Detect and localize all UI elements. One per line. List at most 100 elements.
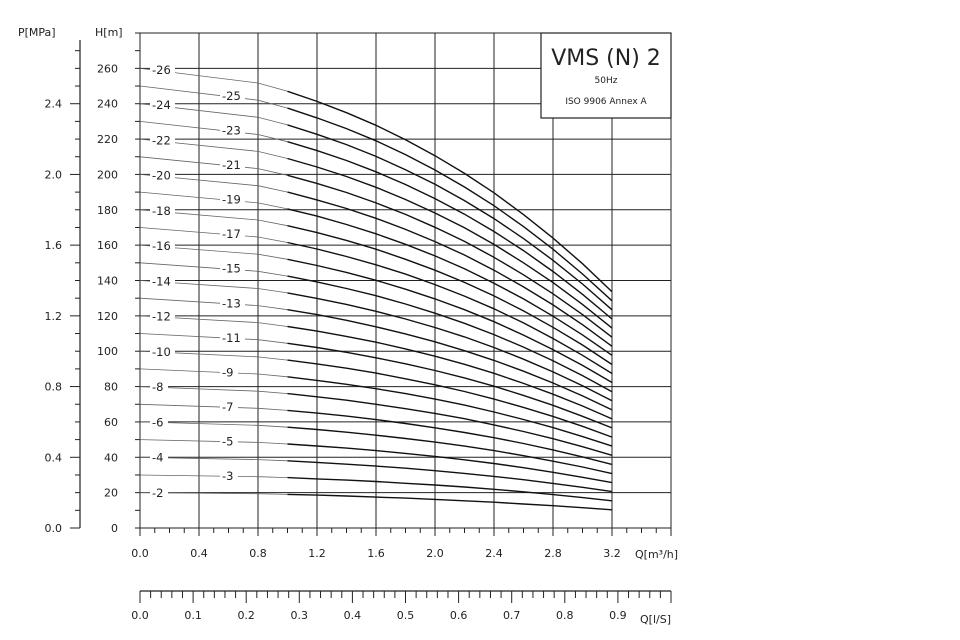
q-ls-tick-label: 0.6 (450, 609, 468, 622)
h-tick-label: 240 (97, 98, 118, 111)
curve-leader (139, 315, 288, 327)
q-ls-tick-label: 0.3 (291, 609, 309, 622)
stage-label: -15 (222, 262, 241, 276)
q-ls-tick-label: 0.4 (344, 609, 362, 622)
h-tick-label: 260 (97, 62, 118, 75)
stage-label: -13 (222, 296, 241, 310)
stage-label: -17 (222, 227, 241, 241)
h-tick-label: 20 (104, 487, 118, 500)
h-tick-label: 0 (111, 522, 118, 535)
curve-series (287, 309, 613, 411)
left-axes: 0 20 40 60 80 100 120 140 160 180 200 220 240 260 0.0 0… (45, 32, 140, 535)
curve-leader (139, 68, 288, 92)
curve-series (287, 376, 613, 447)
curve-series (287, 157, 613, 329)
curve-leader (139, 386, 288, 394)
curve-leader (139, 474, 288, 478)
p-tick-label: 2.4 (45, 98, 63, 111)
stage-label-bg (220, 192, 245, 207)
h-tick-label: 140 (97, 275, 118, 288)
stage-label: -16 (152, 239, 171, 253)
stage-label-bg (150, 203, 175, 218)
curve-series (287, 124, 613, 311)
stage-label: -21 (222, 158, 241, 172)
curve-series (287, 241, 613, 375)
curves (139, 68, 613, 511)
curve-series (287, 443, 613, 484)
p-tick-label: 2.0 (45, 168, 63, 181)
q-m3h-tick-label: 0.4 (190, 547, 208, 560)
stage-label-bg (220, 261, 245, 276)
p-tick-label: 1.2 (45, 310, 63, 323)
curve-leader (139, 85, 288, 109)
stage-label-bg (150, 168, 175, 183)
curve-leader (139, 280, 288, 294)
q-ls-tick-label: 0.7 (503, 609, 521, 622)
curve-series (287, 460, 613, 493)
bottom-axes: 0.0 0.4 0.8 1.2 1.6 2.0 2.4 2.8 3.2 0.0 0.1 0.2 0.3 0… (131, 528, 672, 622)
stage-label: -26 (152, 63, 171, 77)
stage-label-bg (150, 133, 175, 148)
curve-leader (139, 244, 288, 260)
stage-label: -22 (152, 133, 171, 147)
stage-label: -7 (222, 400, 233, 414)
p-tick-label: 0.8 (45, 381, 63, 394)
stage-label-bg (220, 330, 245, 345)
curve-series (287, 426, 613, 475)
chart-subtitle: 50Hz (595, 76, 618, 86)
h-tick-label: 120 (97, 310, 118, 323)
q-m3h-tick-label: 0.8 (249, 547, 267, 560)
stage-labels: -2 -3 -4 -5 -6 -7 -8 -9 -10 -11 -12 -13 -14 -15 -16 -17… (150, 62, 245, 500)
stage-label: -5 (222, 435, 233, 449)
curve-series (287, 359, 613, 438)
curve-leader (139, 103, 288, 126)
stage-label: -10 (152, 345, 171, 359)
p-tick-label: 1.6 (45, 239, 63, 252)
stage-label-bg (220, 227, 245, 242)
stage-label: -14 (152, 274, 171, 288)
curve-leader (139, 492, 288, 495)
h-tick-label: 40 (104, 451, 118, 464)
curve-leader (139, 174, 288, 193)
curve-leader (139, 421, 288, 428)
title-box-frame (540, 32, 672, 119)
h-tick-label: 60 (104, 416, 118, 429)
stage-label-bg (220, 123, 245, 138)
chart-title: VMS (N) 2 (551, 46, 661, 71)
q-ls-tick-label: 0.2 (237, 609, 255, 622)
stage-label-bg (220, 88, 245, 103)
stage-label: -12 (152, 310, 171, 324)
curve-leader (139, 156, 288, 176)
q-ls-tick-label: 0.1 (184, 609, 202, 622)
q-m3h-tick-label: 2.4 (485, 547, 503, 560)
title-box: VMS (N) 2 50Hz ISO 9906 Annex A (540, 32, 672, 119)
stage-label-bg (220, 469, 238, 484)
curve-leader (139, 333, 288, 344)
stage-label-bg (150, 485, 168, 500)
curve-series (287, 342, 613, 429)
q-m3h-axis-title: Q[m³/h] (635, 548, 678, 561)
stage-label-bg (150, 98, 175, 113)
q-m3h-tick-label: 2.0 (426, 547, 444, 560)
h-tick-label: 100 (97, 345, 118, 358)
q-ls-axis-title: Q[l/S] (640, 613, 671, 626)
curve-series (287, 292, 613, 402)
curve-series (287, 174, 613, 338)
curve-series (287, 409, 613, 466)
curve-leader (139, 439, 288, 445)
h-tick-label: 200 (97, 168, 118, 181)
curve-leader (139, 138, 288, 159)
stage-label-bg (150, 239, 175, 254)
curve-leader (139, 121, 288, 143)
curve-leader (139, 262, 288, 277)
stage-label-bg (220, 434, 238, 449)
stage-label-bg (220, 157, 245, 172)
h-tick-label: 220 (97, 133, 118, 146)
stage-label: -25 (222, 89, 241, 103)
stage-label: -2 (152, 486, 163, 500)
stage-label-bg (150, 415, 168, 430)
curve-leader (139, 297, 288, 311)
q-m3h-tick-label: 3.2 (603, 547, 621, 560)
h-tick-label: 160 (97, 239, 118, 252)
stage-label: -9 (222, 365, 233, 379)
